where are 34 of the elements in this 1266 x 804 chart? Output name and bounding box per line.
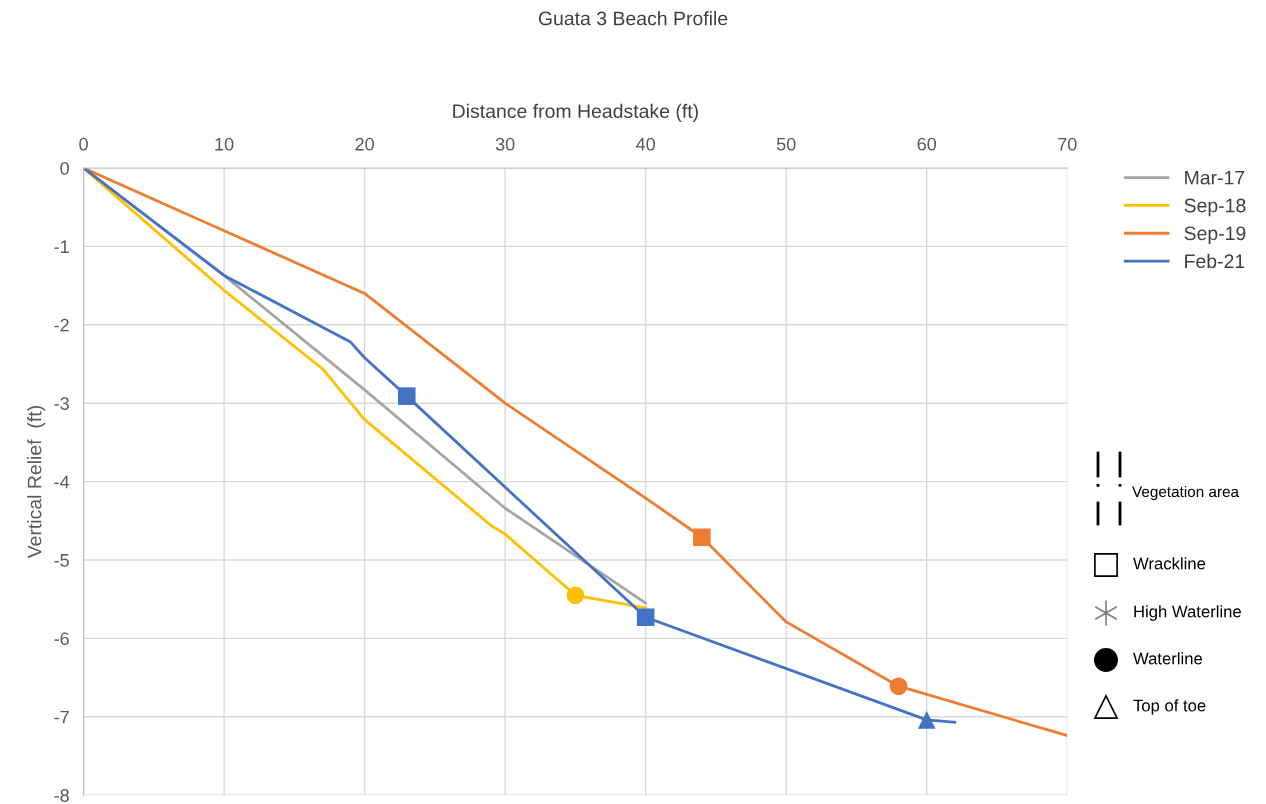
y-tick-label: -7 <box>54 710 69 724</box>
text: High Waterline <box>1134 605 1241 621</box>
y-axis-title: Vertical Relief (ft) <box>27 406 46 559</box>
y-tick-label: -1 <box>54 240 69 253</box>
x-tick-label: 70 <box>1058 137 1077 151</box>
y-tick-label: -8 <box>54 789 69 802</box>
legend-label: Mar-17 <box>1185 170 1245 185</box>
y-tick-label: -4 <box>54 475 70 489</box>
text: Vegetation area <box>1132 485 1240 501</box>
x-tick-label: 30 <box>495 137 515 151</box>
x-tick-label: 0 <box>79 137 88 151</box>
chart-title: Guata 3 Beach Profile <box>538 11 728 26</box>
legend-label: Sep-18 <box>1184 198 1246 217</box>
legend-label: Feb-21 <box>1185 253 1245 269</box>
y-tick-label: -5 <box>54 554 69 567</box>
point <box>889 677 908 695</box>
x-axis-title: Distance from Headstake (ft) <box>453 103 698 122</box>
y-tick-label: -3 <box>54 397 69 410</box>
point <box>566 586 585 605</box>
y-tick-label: 0 <box>60 161 69 175</box>
point <box>397 387 416 405</box>
point <box>636 608 655 626</box>
text: Wrackline <box>1133 557 1206 570</box>
text: Waterline <box>1133 652 1203 665</box>
x-tick-label: 50 <box>776 137 796 151</box>
x-tick-label: 60 <box>917 137 937 151</box>
x-tick-label: 20 <box>355 137 374 151</box>
x-tick-label: 10 <box>215 137 234 151</box>
legend-label: Sep-19 <box>1184 226 1246 245</box>
x-tick-label: 40 <box>636 137 655 151</box>
y-tick-label: -6 <box>54 632 69 646</box>
point <box>917 711 936 729</box>
y-tick-label: -2 <box>54 318 69 332</box>
text: Top of toe <box>1133 699 1206 715</box>
